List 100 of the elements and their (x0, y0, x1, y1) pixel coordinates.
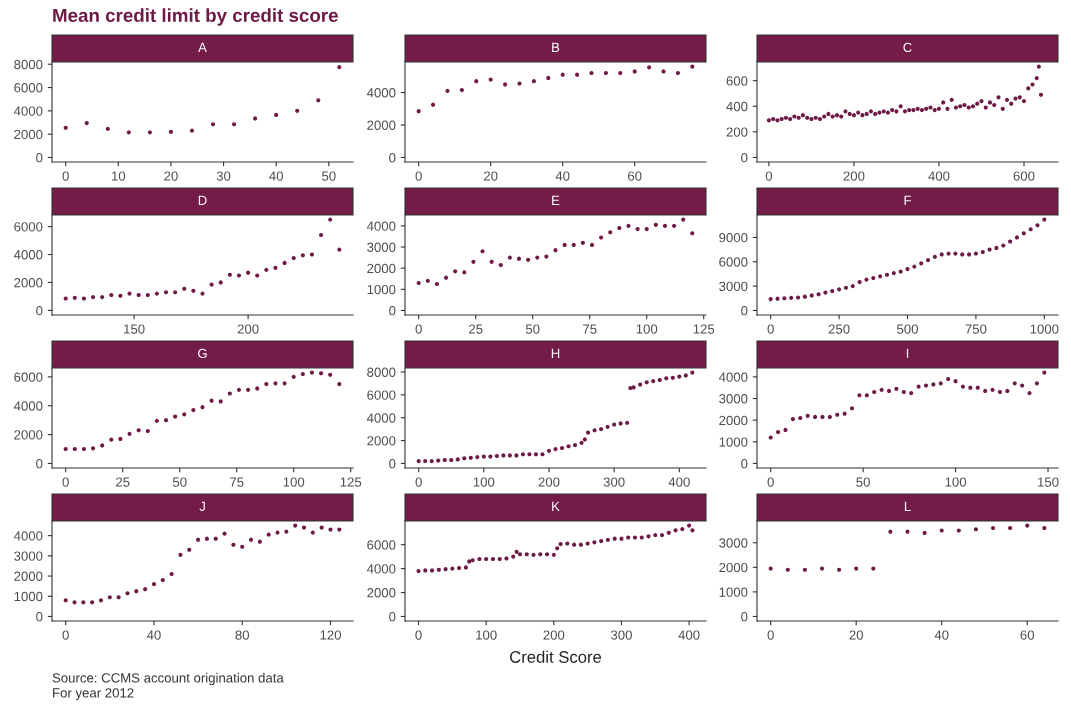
x-tick-label: 100 (476, 630, 497, 640)
source-note: Source: CCMS account origination data (52, 672, 284, 686)
y-tick-label: 2000 (719, 415, 748, 426)
y-tick-label: 0 (389, 153, 396, 163)
point (125, 591, 130, 596)
point (687, 523, 692, 528)
point (264, 382, 269, 387)
point (531, 552, 536, 557)
point (520, 452, 526, 457)
point (416, 280, 421, 286)
point (599, 235, 604, 240)
point (328, 372, 333, 377)
point (337, 65, 342, 70)
point (1021, 231, 1026, 236)
x-tick-label: 20 (849, 630, 864, 640)
point (538, 552, 543, 557)
point (300, 371, 305, 377)
point (626, 535, 631, 540)
point (126, 130, 131, 135)
chart-subtitle: D (198, 195, 207, 205)
point (295, 108, 300, 113)
point (546, 75, 551, 80)
point (453, 269, 458, 274)
point (227, 272, 232, 277)
x-tick-label: 50 (525, 324, 540, 334)
point (173, 290, 178, 295)
y-tick-label: 3000 (719, 538, 748, 548)
point (626, 223, 631, 228)
x-tick-label: 0 (415, 171, 422, 181)
point (436, 567, 441, 572)
point (318, 371, 324, 376)
x-tick-label: 0 (767, 477, 774, 487)
point (240, 544, 245, 549)
point (236, 273, 242, 278)
y-tick-label: 2000 (367, 588, 396, 598)
point (809, 293, 814, 298)
y-tick-label: 9000 (719, 232, 748, 243)
x-tick-label: 0 (62, 171, 69, 181)
point (63, 446, 68, 452)
point (653, 222, 658, 227)
y-tick-label: 400 (726, 101, 748, 112)
point (210, 122, 216, 127)
point (429, 568, 435, 573)
point (605, 424, 610, 429)
point (316, 98, 321, 103)
point (309, 370, 315, 375)
y-tick-label: 2000 (14, 278, 43, 288)
y-tick-label: 1000 (719, 587, 748, 597)
point (423, 459, 428, 464)
point (912, 264, 917, 269)
x-tick-label: 300 (603, 477, 625, 487)
y-tick-label: 3000 (14, 551, 43, 561)
point (301, 525, 307, 530)
y-tick-label: 8000 (14, 59, 43, 70)
x-tick-label: 400 (678, 630, 700, 640)
point (109, 437, 114, 442)
point (291, 255, 296, 261)
point (657, 377, 662, 383)
y-tick-label: 2000 (367, 436, 396, 446)
point (337, 247, 342, 252)
point (480, 249, 485, 254)
point (163, 418, 169, 423)
point (154, 291, 159, 296)
x-tick-label: 40 (555, 171, 570, 181)
point (782, 296, 787, 301)
point (489, 259, 494, 264)
point (632, 69, 637, 74)
point (293, 523, 298, 528)
point (1034, 381, 1040, 386)
y-tick-label: 0 (36, 153, 43, 163)
y-tick-label: 0 (36, 305, 43, 316)
point (617, 225, 622, 231)
y-tick-label: 3000 (367, 242, 396, 252)
point (151, 582, 157, 587)
point (785, 567, 790, 572)
point (555, 546, 560, 551)
point (783, 427, 788, 432)
y-tick-label: 0 (389, 612, 396, 622)
point (527, 452, 532, 457)
point (582, 437, 587, 442)
point (477, 556, 482, 562)
point (850, 284, 855, 289)
point (531, 79, 536, 84)
x-tick-label: 50 (321, 171, 336, 181)
point (922, 530, 927, 535)
point (884, 272, 890, 277)
point (891, 271, 896, 276)
point (81, 446, 87, 452)
point (599, 427, 604, 432)
y-tick-label: 3000 (719, 394, 748, 404)
point (204, 536, 209, 541)
point (507, 453, 512, 458)
x-tick-label: 20 (484, 171, 498, 181)
y-tick-label: 4000 (366, 413, 396, 423)
point (1035, 223, 1040, 228)
point (337, 382, 342, 387)
y-tick-label: 4000 (13, 106, 43, 116)
point (173, 414, 178, 419)
point (434, 281, 440, 287)
y-tick-label: 0 (741, 459, 748, 469)
